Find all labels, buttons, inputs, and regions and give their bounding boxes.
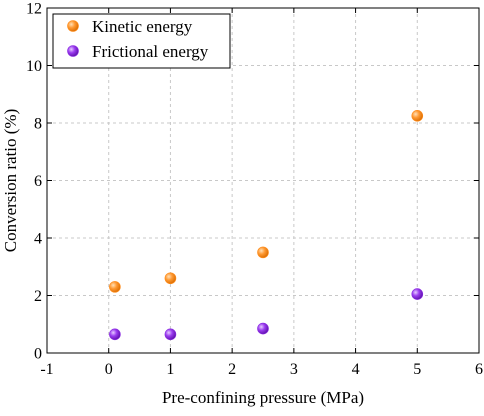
legend-label-frictional-energy: Frictional energy	[92, 42, 209, 61]
data-point-frictional-energy	[109, 328, 121, 341]
data-point-kinetic-energy	[164, 272, 177, 285]
x-tick-label: 2	[228, 361, 236, 378]
data-point-frictional-energy	[257, 322, 269, 335]
legend-marker-frictional-energy	[67, 45, 79, 57]
y-tick-label: 4	[34, 231, 42, 248]
data-points	[109, 110, 424, 341]
y-tick-label: 12	[26, 1, 42, 18]
data-point-kinetic-energy	[109, 281, 121, 293]
legend-marker-kinetic-energy	[67, 20, 79, 32]
data-point-frictional-energy	[411, 288, 424, 300]
x-tick-label: 0	[105, 361, 113, 378]
x-tick-label: 5	[413, 361, 421, 378]
data-point-kinetic-energy	[257, 246, 269, 259]
x-tick-label: 3	[290, 361, 298, 378]
y-tick-label: 2	[34, 288, 42, 305]
y-tick-label: 0	[34, 346, 42, 363]
legend-label-kinetic-energy: Kinetic energy	[92, 17, 193, 36]
y-tick-label: 8	[34, 116, 42, 133]
legend: Kinetic energy Frictional energy	[52, 13, 231, 69]
legend-box	[52, 13, 231, 69]
x-tick-label: 1	[166, 361, 174, 378]
y-tick-label: 6	[34, 173, 42, 190]
x-tick-label: 6	[475, 361, 483, 378]
x-axis-label: Pre-confining pressure (MPa)	[162, 388, 364, 407]
data-point-kinetic-energy	[411, 110, 424, 122]
y-tick-label: 10	[26, 58, 42, 75]
x-tick-label: -1	[40, 361, 53, 378]
y-axis-label: Conversion ratio (%)	[1, 109, 20, 253]
x-tick-label: 4	[352, 361, 360, 378]
data-point-frictional-energy	[164, 328, 177, 341]
